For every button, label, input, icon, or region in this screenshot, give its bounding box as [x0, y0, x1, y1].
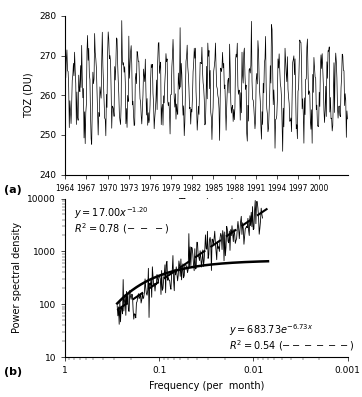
Y-axis label: Power spectral density: Power spectral density	[12, 222, 22, 333]
Text: (a): (a)	[4, 185, 21, 195]
Y-axis label: TOZ (DU): TOZ (DU)	[24, 73, 33, 118]
X-axis label: Time (year): Time (year)	[178, 198, 235, 208]
Text: $R^{2} = 0.54\ (------)$: $R^{2} = 0.54\ (------)$	[229, 338, 355, 353]
Text: $y = 17.00x^{-1.20}$: $y = 17.00x^{-1.20}$	[73, 205, 148, 221]
Text: (b): (b)	[4, 367, 22, 377]
Text: $R^{2} = 0.78\ (-\ -\ -)$: $R^{2} = 0.78\ (-\ -\ -)$	[73, 221, 169, 235]
Text: $y = 683.73e^{-6.73x}$: $y = 683.73e^{-6.73x}$	[229, 322, 313, 338]
X-axis label: Frequency (per  month): Frequency (per month)	[149, 381, 264, 391]
